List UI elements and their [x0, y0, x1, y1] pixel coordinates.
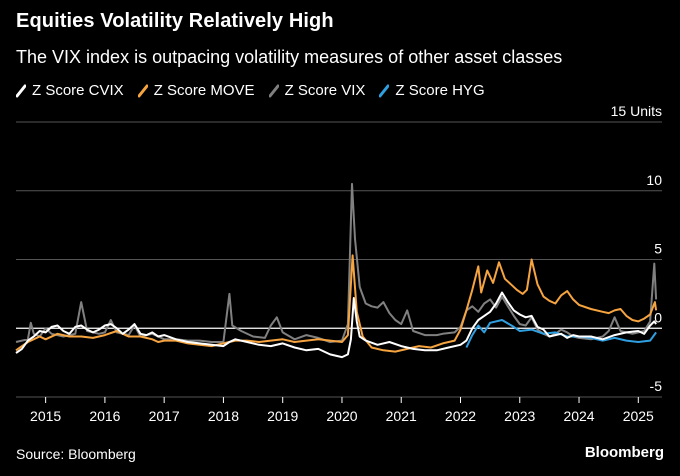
legend-swatch-icon: [16, 83, 26, 98]
x-tick-label: 2023: [504, 408, 535, 424]
legend-swatch-icon: [379, 83, 390, 98]
legend-label: Z Score VIX: [284, 82, 366, 99]
y-tick-label: 5: [654, 241, 662, 257]
y-tick-label: -5: [650, 378, 663, 394]
legend-item-z-score-cvix: Z Score CVIX: [16, 82, 124, 99]
series-line-z-score-cvix: [15, 291, 657, 359]
x-tick-label: 2018: [208, 408, 239, 424]
x-axis-ticks: 2015 2016 2017 2018 2019 2020 2021 2022 2023 2024…: [30, 397, 654, 424]
series-lines: [15, 182, 658, 359]
chart-title: Equities Volatility Relatively High: [16, 10, 334, 32]
source-note: Source: Bloomberg: [16, 446, 136, 462]
legend-item-z-score-move: Z Score MOVE: [137, 82, 255, 99]
brand-logo: Bloomberg: [584, 444, 664, 461]
legend-swatch-icon: [137, 83, 148, 98]
x-tick-label: 2024: [563, 408, 594, 424]
legend-label: Z Score CVIX: [32, 82, 124, 99]
x-tick-label: 2025: [623, 408, 654, 424]
legend-item-z-score-vix: Z Score VIX: [268, 82, 366, 99]
series-line-z-score-hyg: [465, 319, 657, 348]
legend-label: Z Score HYG: [395, 82, 485, 99]
series-line-z-score-vix: [15, 182, 658, 343]
x-tick-label: 2015: [30, 408, 61, 424]
x-tick-label: 2016: [89, 408, 120, 424]
series-line-z-score-move: [15, 254, 658, 353]
x-tick-label: 2019: [267, 408, 298, 424]
y-tick-label: 10: [646, 172, 662, 188]
x-tick-label: 2021: [386, 408, 417, 424]
chart-subtitle: The VIX index is outpacing volatility me…: [16, 47, 563, 67]
legend-item-z-score-hyg: Z Score HYG: [379, 82, 485, 99]
legend-label: Z Score MOVE: [153, 82, 255, 99]
gridlines: [16, 121, 662, 398]
x-tick-label: 2022: [445, 408, 476, 424]
y-tick-label: 0: [654, 309, 662, 325]
y-tick-label: 15 Units: [611, 103, 662, 119]
x-tick-label: 2020: [326, 408, 357, 424]
x-tick-label: 2017: [149, 408, 180, 424]
y-axis-ticks: 15 Units 10 5 0 -5: [611, 103, 663, 394]
legend: Z Score CVIX Z Score MOVE Z Score VIX Z Sco…: [16, 82, 485, 99]
legend-swatch-icon: [268, 83, 279, 98]
